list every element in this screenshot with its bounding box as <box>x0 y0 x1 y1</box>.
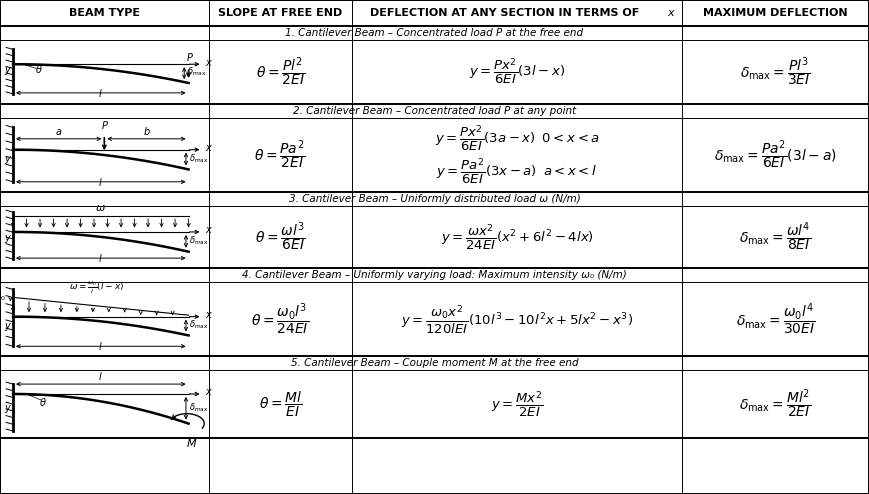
Text: $y$: $y$ <box>4 233 12 246</box>
Text: MAXIMUM DEFLECTION: MAXIMUM DEFLECTION <box>703 8 848 18</box>
Text: $\theta = \dfrac{\omega_0 l^3}{24EI}$: $\theta = \dfrac{\omega_0 l^3}{24EI}$ <box>251 301 309 337</box>
Text: $\theta = \dfrac{Ml}{EI}$: $\theta = \dfrac{Ml}{EI}$ <box>259 389 302 418</box>
Text: $\theta = \dfrac{\omega l^3}{6EI}$: $\theta = \dfrac{\omega l^3}{6EI}$ <box>255 220 306 253</box>
Text: $P$: $P$ <box>101 119 109 131</box>
Text: $x$: $x$ <box>205 310 213 320</box>
Text: $l$: $l$ <box>98 176 103 188</box>
Text: $\theta$: $\theta$ <box>39 396 47 408</box>
Text: $y = \dfrac{\omega x^2}{24EI}\left(x^2+6l^2-4lx\right)$: $y = \dfrac{\omega x^2}{24EI}\left(x^2+6… <box>441 222 594 252</box>
Text: $x$: $x$ <box>205 143 213 153</box>
Text: BEAM TYPE: BEAM TYPE <box>69 8 140 18</box>
Text: $M$: $M$ <box>186 438 197 450</box>
Text: $y = \dfrac{Px^2}{6EI}(3l-x)$: $y = \dfrac{Px^2}{6EI}(3l-x)$ <box>469 57 565 86</box>
Text: $y = \dfrac{Pa^2}{6EI}(3x-a) \;\; a < x < l$: $y = \dfrac{Pa^2}{6EI}(3x-a) \;\; a < x … <box>436 156 598 186</box>
Text: $\delta_{\max}$: $\delta_{\max}$ <box>189 152 209 165</box>
Text: SLOPE AT FREE END: SLOPE AT FREE END <box>218 8 342 18</box>
Text: $y$: $y$ <box>4 321 12 332</box>
Text: 4. Cantilever Beam – Uniformly varying load: Maximum intensity ω₀ (N/m): 4. Cantilever Beam – Uniformly varying l… <box>242 270 627 280</box>
Text: $y = \dfrac{Mx^2}{2EI}$: $y = \dfrac{Mx^2}{2EI}$ <box>491 389 543 419</box>
Text: $y$: $y$ <box>4 403 12 415</box>
Text: $x$: $x$ <box>667 8 676 18</box>
Text: $\delta_{\max} = \dfrac{\omega_0 l^4}{30EI}$: $\delta_{\max} = \dfrac{\omega_0 l^4}{30… <box>736 301 815 337</box>
Text: $P$: $P$ <box>186 51 194 63</box>
Text: $y$: $y$ <box>4 154 12 165</box>
Text: $l$: $l$ <box>98 87 103 99</box>
Text: $y = \dfrac{Px^2}{6EI}(3a-x) \;\; 0 < x < a$: $y = \dfrac{Px^2}{6EI}(3a-x) \;\; 0 < x … <box>434 124 600 153</box>
Text: $l$: $l$ <box>98 340 103 352</box>
Text: $a$: $a$ <box>55 127 63 137</box>
Text: 3. Cantilever Beam – Uniformly distributed load ω (N/m): 3. Cantilever Beam – Uniformly distribut… <box>289 194 580 204</box>
Text: $l$: $l$ <box>98 252 103 264</box>
Text: $\omega$: $\omega$ <box>96 203 106 213</box>
Text: $x$: $x$ <box>205 225 213 236</box>
Text: $b$: $b$ <box>143 125 150 137</box>
Text: 1. Cantilever Beam – Concentrated load P at the free end: 1. Cantilever Beam – Concentrated load P… <box>285 28 584 38</box>
Text: $\delta_{\max}$: $\delta_{\max}$ <box>189 319 209 331</box>
Text: 5. Cantilever Beam – Couple moment M at the free end: 5. Cantilever Beam – Couple moment M at … <box>291 358 578 368</box>
Text: 2. Cantilever Beam – Concentrated load P at any point: 2. Cantilever Beam – Concentrated load P… <box>293 106 576 116</box>
Text: $\delta_{\max} = \dfrac{\omega l^4}{8EI}$: $\delta_{\max} = \dfrac{\omega l^4}{8EI}… <box>740 220 812 253</box>
Text: $\delta_{\max} = \dfrac{Pl^3}{3EI}$: $\delta_{\max} = \dfrac{Pl^3}{3EI}$ <box>740 55 811 88</box>
Text: $l$: $l$ <box>98 370 103 382</box>
Text: DEFLECTION AT ANY SECTION IN TERMS OF: DEFLECTION AT ANY SECTION IN TERMS OF <box>370 8 643 18</box>
Text: $\delta_{\max}$: $\delta_{\max}$ <box>189 402 209 414</box>
Text: $\delta_{\max}$: $\delta_{\max}$ <box>189 235 209 247</box>
Text: $\delta_{\max} = \dfrac{Ml^2}{2EI}$: $\delta_{\max} = \dfrac{Ml^2}{2EI}$ <box>740 387 812 420</box>
Text: $y$: $y$ <box>4 65 12 77</box>
Text: $\omega = \frac{\omega_0}{l}(l-x)$: $\omega = \frac{\omega_0}{l}(l-x)$ <box>69 279 124 295</box>
Text: $x$: $x$ <box>205 387 213 398</box>
Text: $\theta = \dfrac{Pl^2}{2EI}$: $\theta = \dfrac{Pl^2}{2EI}$ <box>255 55 305 88</box>
Text: $\theta = \dfrac{Pa^2}{2EI}$: $\theta = \dfrac{Pa^2}{2EI}$ <box>255 138 306 171</box>
Text: $\omega_0$: $\omega_0$ <box>0 292 6 303</box>
Text: $y = \dfrac{\omega_0 x^2}{120lEI}\left(10l^3-10l^2x+5lx^2-x^3\right)$: $y = \dfrac{\omega_0 x^2}{120lEI}\left(1… <box>401 303 634 335</box>
Text: $\delta_{\max}$: $\delta_{\max}$ <box>187 66 207 79</box>
Text: $\theta$: $\theta$ <box>35 63 43 75</box>
Text: $x$: $x$ <box>205 58 213 68</box>
Text: $\delta_{\max} = \dfrac{Pa^2}{6EI}(3l-a)$: $\delta_{\max} = \dfrac{Pa^2}{6EI}(3l-a)… <box>714 138 837 171</box>
